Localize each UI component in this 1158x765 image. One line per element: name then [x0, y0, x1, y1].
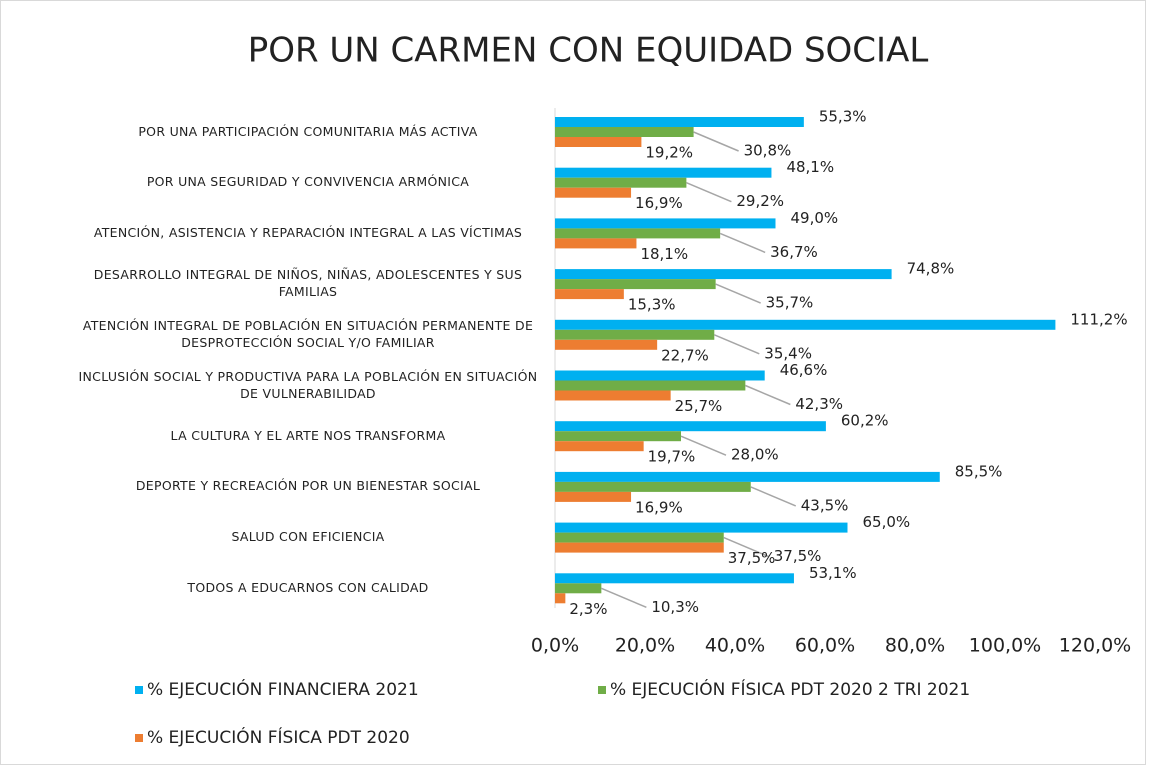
x-tick-label: 80,0% — [885, 635, 945, 657]
bar — [555, 441, 644, 452]
leader-line — [680, 435, 727, 456]
bar — [555, 127, 694, 137]
value-label: 36,7% — [770, 243, 818, 261]
bar — [555, 573, 794, 584]
bar — [555, 228, 721, 239]
bar — [555, 339, 658, 350]
legend-label: % EJECUCIÓN FÍSICA PDT 2020 2 TRI 2021 — [610, 678, 970, 700]
x-tick-label: 0,0% — [531, 635, 579, 657]
category-label: DEPORTE Y RECREACIÓN POR UN BIENESTAR SO… — [135, 478, 481, 494]
value-label: 2,3% — [569, 600, 607, 618]
value-label: 74,8% — [907, 260, 955, 278]
value-label: 28,0% — [731, 446, 779, 464]
leader-line — [745, 384, 791, 406]
category-label: TODOS A EDUCARNOS CON CALIDAD — [187, 579, 429, 595]
value-label: 29,2% — [736, 192, 784, 210]
value-label: 37,5% — [774, 547, 822, 565]
value-label: 42,3% — [795, 395, 843, 413]
bar — [555, 319, 1056, 330]
bar — [555, 471, 940, 482]
bar — [555, 137, 642, 147]
bar — [555, 238, 637, 249]
value-label: 55,3% — [819, 108, 867, 126]
legend-swatch — [135, 686, 143, 694]
bar — [555, 522, 848, 533]
leader-line — [601, 587, 647, 608]
value-label: 30,8% — [744, 142, 792, 160]
category-label: INCLUSIÓN SOCIAL Y PRODUCTIVA PARA LA PO… — [78, 368, 538, 401]
bar — [555, 542, 724, 553]
leader-line — [723, 536, 770, 558]
value-label: 53,1% — [809, 564, 857, 582]
x-tick-label: 20,0% — [615, 635, 675, 657]
category-label: POR UNA SEGURIDAD Y CONVIVENCIA ARMÓNICA — [146, 174, 470, 190]
legend-swatch — [135, 734, 143, 742]
bar — [555, 421, 826, 432]
leader-line — [686, 182, 732, 203]
legend-label: % EJECUCIÓN FÍSICA PDT 2020 — [147, 726, 410, 748]
value-label: 25,7% — [675, 397, 723, 415]
bar — [555, 491, 632, 502]
x-tick-label: 120,0% — [1059, 635, 1131, 657]
bar — [555, 481, 751, 492]
leader-line — [719, 232, 766, 254]
bar — [555, 167, 772, 178]
category-label: ATENCIÓN, ASISTENCIA Y REPARACIÓN INTEGR… — [93, 224, 523, 240]
legend-label: % EJECUCIÓN FINANCIERA 2021 — [147, 678, 419, 700]
bar — [555, 593, 566, 604]
value-label: 48,1% — [786, 158, 834, 176]
category-label: SALUD CON EFICIENCIA — [231, 529, 385, 545]
bar — [555, 329, 715, 340]
value-label: 10,3% — [651, 598, 699, 616]
bar — [555, 583, 602, 594]
legend-swatch — [598, 686, 606, 694]
x-tick-label: 60,0% — [795, 635, 855, 657]
bar — [555, 289, 624, 300]
bar — [555, 269, 892, 280]
value-label: 35,7% — [766, 294, 814, 312]
value-label: 19,7% — [648, 448, 696, 466]
x-tick-label: 100,0% — [969, 635, 1041, 657]
value-label: 15,3% — [628, 296, 676, 314]
value-label: 16,9% — [635, 498, 683, 516]
value-label: 22,7% — [661, 346, 709, 364]
value-label: 85,5% — [955, 462, 1003, 480]
value-label: 111,2% — [1070, 310, 1127, 328]
leader-line — [693, 131, 739, 152]
bar — [555, 177, 687, 188]
value-label: 43,5% — [801, 496, 849, 514]
chart-title: POR UN CARMEN CON EQUIDAD SOCIAL — [248, 31, 929, 71]
bar — [555, 390, 671, 401]
x-tick-label: 40,0% — [705, 635, 765, 657]
bar — [555, 218, 776, 229]
bar — [555, 370, 765, 381]
leader-line — [715, 283, 761, 304]
value-label: 16,9% — [635, 194, 683, 212]
category-label: ATENCIÓN INTEGRAL DE POBLACIÓN EN SITUAC… — [82, 317, 534, 350]
bar — [555, 279, 716, 290]
leader-line — [750, 486, 797, 507]
leader-line — [714, 334, 760, 355]
value-label: 35,4% — [764, 344, 812, 362]
bar — [555, 187, 632, 198]
bar — [555, 117, 804, 127]
value-label: 19,2% — [645, 144, 693, 162]
bar — [555, 380, 746, 391]
value-label: 65,0% — [863, 513, 911, 531]
bar — [555, 431, 681, 442]
value-label: 46,6% — [780, 361, 828, 379]
category-label: LA CULTURA Y EL ARTE NOS TRANSFORMA — [170, 427, 446, 443]
category-label: POR UNA PARTICIPACIÓN COMUNITARIA MÁS AC… — [138, 123, 478, 139]
value-label: 49,0% — [791, 209, 839, 227]
value-label: 37,5% — [728, 549, 776, 567]
category-label: DESARROLLO INTEGRAL DE NIÑOS, NIÑAS, ADO… — [93, 267, 523, 300]
value-label: 60,2% — [841, 412, 889, 430]
value-label: 18,1% — [640, 245, 688, 263]
bar — [555, 532, 724, 543]
